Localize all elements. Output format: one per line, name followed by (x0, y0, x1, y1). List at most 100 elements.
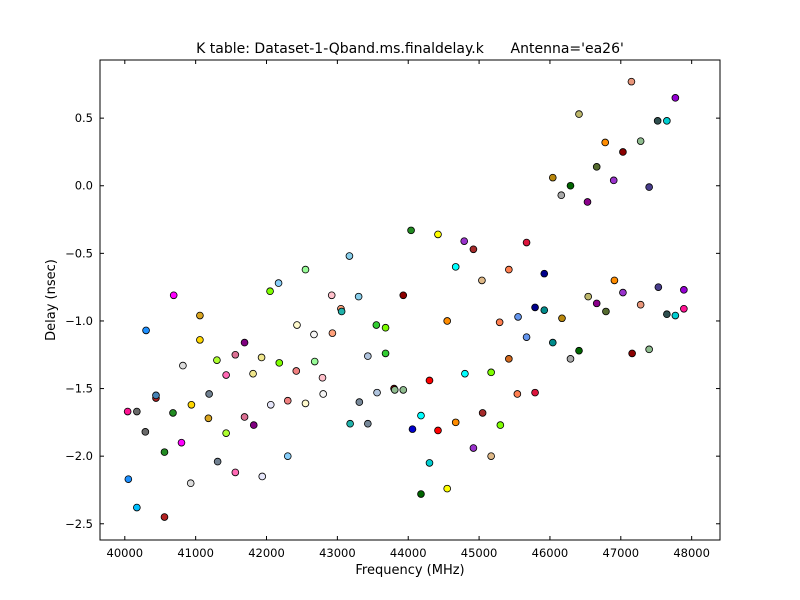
data-point (584, 292, 593, 301)
data-point (240, 338, 249, 347)
data-points (123, 77, 688, 521)
data-point (169, 409, 177, 417)
data-point (213, 457, 222, 466)
data-point (266, 400, 275, 409)
data-point (319, 390, 328, 398)
data-point (346, 419, 354, 428)
y-tick-label: −0.5 (65, 246, 93, 260)
data-point (381, 349, 390, 358)
data-point (186, 479, 195, 488)
data-point (123, 407, 132, 416)
data-point (355, 398, 364, 406)
y-tick-label: −2.5 (65, 517, 93, 531)
data-point (566, 181, 575, 190)
data-point (645, 183, 653, 191)
data-point (204, 414, 213, 423)
data-point (231, 350, 240, 359)
data-point (187, 400, 196, 409)
data-point (505, 355, 513, 363)
data-point (653, 117, 662, 125)
data-point (575, 110, 583, 118)
data-point (328, 329, 337, 337)
data-point (505, 265, 513, 274)
x-tick-label: 40000 (107, 546, 144, 560)
data-point (451, 418, 460, 427)
data-point (425, 459, 434, 467)
data-point (364, 419, 372, 428)
data-point (345, 252, 354, 260)
data-point (602, 307, 610, 316)
data-point (627, 77, 636, 86)
data-point (274, 279, 283, 287)
data-point (663, 117, 671, 125)
x-tick-label: 44000 (390, 546, 427, 560)
data-point (364, 352, 372, 360)
data-point (601, 138, 610, 147)
data-point (636, 300, 645, 309)
data-point (318, 373, 327, 382)
data-point (558, 314, 566, 323)
data-point (327, 291, 336, 300)
data-point (680, 286, 688, 294)
data-point (513, 390, 522, 398)
data-point (540, 306, 549, 314)
data-point (434, 426, 442, 435)
data-point (160, 513, 169, 521)
data-point (663, 310, 671, 318)
data-point (487, 452, 495, 460)
data-point (645, 345, 653, 354)
data-point (399, 291, 408, 300)
data-point (292, 367, 301, 375)
data-point (196, 311, 204, 320)
y-tick-label: −1.5 (65, 382, 93, 396)
data-point (266, 287, 274, 296)
data-point (372, 321, 381, 329)
data-point (142, 326, 150, 335)
data-point (566, 355, 575, 363)
data-point (417, 411, 425, 420)
data-point (160, 448, 169, 456)
data-point (205, 390, 213, 398)
data-point (451, 263, 460, 271)
data-point (257, 353, 266, 362)
data-point (337, 307, 346, 316)
data-point (434, 230, 442, 239)
data-point (671, 311, 680, 320)
data-point (522, 238, 531, 247)
data-point (196, 336, 204, 344)
data-point (628, 349, 636, 358)
data-point (522, 333, 531, 341)
data-point (478, 276, 486, 285)
y-tick-label: 0.0 (75, 179, 93, 193)
data-point (354, 292, 363, 301)
data-point (249, 421, 258, 429)
x-tick-label: 48000 (673, 546, 710, 560)
data-point (222, 429, 230, 437)
data-point (557, 191, 566, 200)
data-point (213, 356, 221, 364)
y-axis-label: Delay (nsec) (44, 259, 59, 341)
data-point (680, 304, 688, 313)
data-point (407, 226, 415, 235)
data-point (443, 484, 452, 493)
data-point (495, 318, 504, 327)
data-point (610, 276, 619, 285)
data-point (231, 468, 240, 477)
data-point (575, 346, 583, 355)
x-tick-label: 43000 (319, 546, 356, 560)
data-point (310, 330, 318, 339)
chart-title: K table: Dataset-1-Qband.ms.finaldelay.k… (196, 41, 624, 57)
data-point (373, 388, 381, 397)
data-point (417, 490, 425, 498)
data-point (381, 323, 390, 332)
data-point (478, 409, 487, 417)
data-point (141, 428, 150, 436)
x-tick-label: 41000 (177, 546, 214, 560)
data-point (301, 265, 310, 274)
data-point (592, 163, 601, 171)
data-point (222, 371, 230, 379)
data-point (469, 444, 478, 452)
x-tick-label: 46000 (532, 546, 569, 560)
x-axis-label: Frequency (MHz) (355, 563, 464, 578)
data-point (654, 283, 663, 291)
